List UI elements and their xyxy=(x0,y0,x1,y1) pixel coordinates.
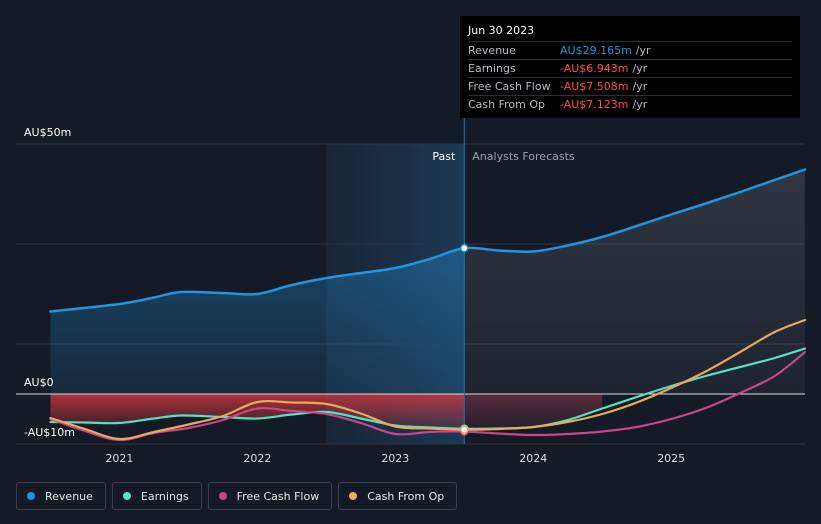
tooltip: Jun 30 2023 Revenue AU$29.165m /yr Earni… xyxy=(460,16,800,118)
past-label: Past xyxy=(432,150,456,163)
legend-dot-icon xyxy=(122,492,131,500)
loss-area-forecast xyxy=(464,394,603,429)
tooltip-row-free-cash-flow: Free Cash Flow -AU$7.508m /yr xyxy=(468,77,792,95)
legend: Revenue Earnings Free Cash Flow Cash Fro… xyxy=(16,482,458,510)
legend-item-revenue[interactable]: Revenue xyxy=(16,482,106,510)
tooltip-unit: /yr xyxy=(632,98,648,111)
tooltip-value: -AU$6.943m xyxy=(560,62,629,75)
tooltip-value: -AU$7.123m xyxy=(560,98,629,111)
hover-marker-revenue xyxy=(460,243,469,253)
x-tick-label: 2021 xyxy=(105,452,133,465)
x-tick-label: 2025 xyxy=(657,452,685,465)
series-line-revenue xyxy=(49,168,807,313)
tooltip-date: Jun 30 2023 xyxy=(468,24,535,37)
y-axis-label-zero: AU$0 xyxy=(24,376,54,389)
tooltip-row-cash-from-op: Cash From Op -AU$7.123m /yr xyxy=(468,95,792,113)
tooltip-unit: /yr xyxy=(635,44,651,57)
forecast-label: Analysts Forecasts xyxy=(472,150,575,163)
tooltip-unit: /yr xyxy=(632,62,648,75)
x-tick-label: 2022 xyxy=(243,452,271,465)
legend-item-earnings[interactable]: Earnings xyxy=(111,482,202,510)
legend-dot-icon xyxy=(218,492,227,500)
hover-marker-cash-from-op xyxy=(460,425,469,434)
y-axis-label-neg: -AU$10m xyxy=(24,426,75,439)
series-line-free-cash-flow xyxy=(49,350,807,442)
tooltip-value: -AU$7.508m xyxy=(560,80,629,93)
tooltip-label: Cash From Op xyxy=(468,98,546,111)
revenue-area-forecast xyxy=(464,169,805,394)
legend-label: Free Cash Flow xyxy=(236,489,320,503)
x-tick-label: 2023 xyxy=(381,452,409,465)
tooltip-label: Free Cash Flow xyxy=(468,80,551,93)
y-axis-label-top: AU$50m xyxy=(24,126,71,139)
tooltip-label: Earnings xyxy=(468,62,516,75)
legend-item-free-cash-flow[interactable]: Free Cash Flow xyxy=(207,482,333,510)
legend-dot-icon xyxy=(27,492,35,500)
legend-label: Revenue xyxy=(45,489,93,503)
legend-dot-icon xyxy=(349,492,358,500)
loss-area-past xyxy=(50,394,465,429)
tooltip-value: AU$29.165m xyxy=(560,44,632,57)
revenue-area-past xyxy=(50,248,465,394)
tooltip-row-revenue: Revenue AU$29.165m /yr xyxy=(468,41,792,59)
tooltip-row-earnings: Earnings -AU$6.943m /yr xyxy=(468,59,792,77)
legend-label: Cash From Op xyxy=(367,489,445,503)
tooltip-unit: /yr xyxy=(632,80,648,93)
legend-item-cash-from-op[interactable]: Cash From Op xyxy=(338,482,458,510)
x-tick-label: 2024 xyxy=(519,452,547,465)
series-line-cash-from-op xyxy=(49,318,807,441)
legend-label: Earnings xyxy=(140,489,189,503)
tooltip-label: Revenue xyxy=(468,44,516,57)
